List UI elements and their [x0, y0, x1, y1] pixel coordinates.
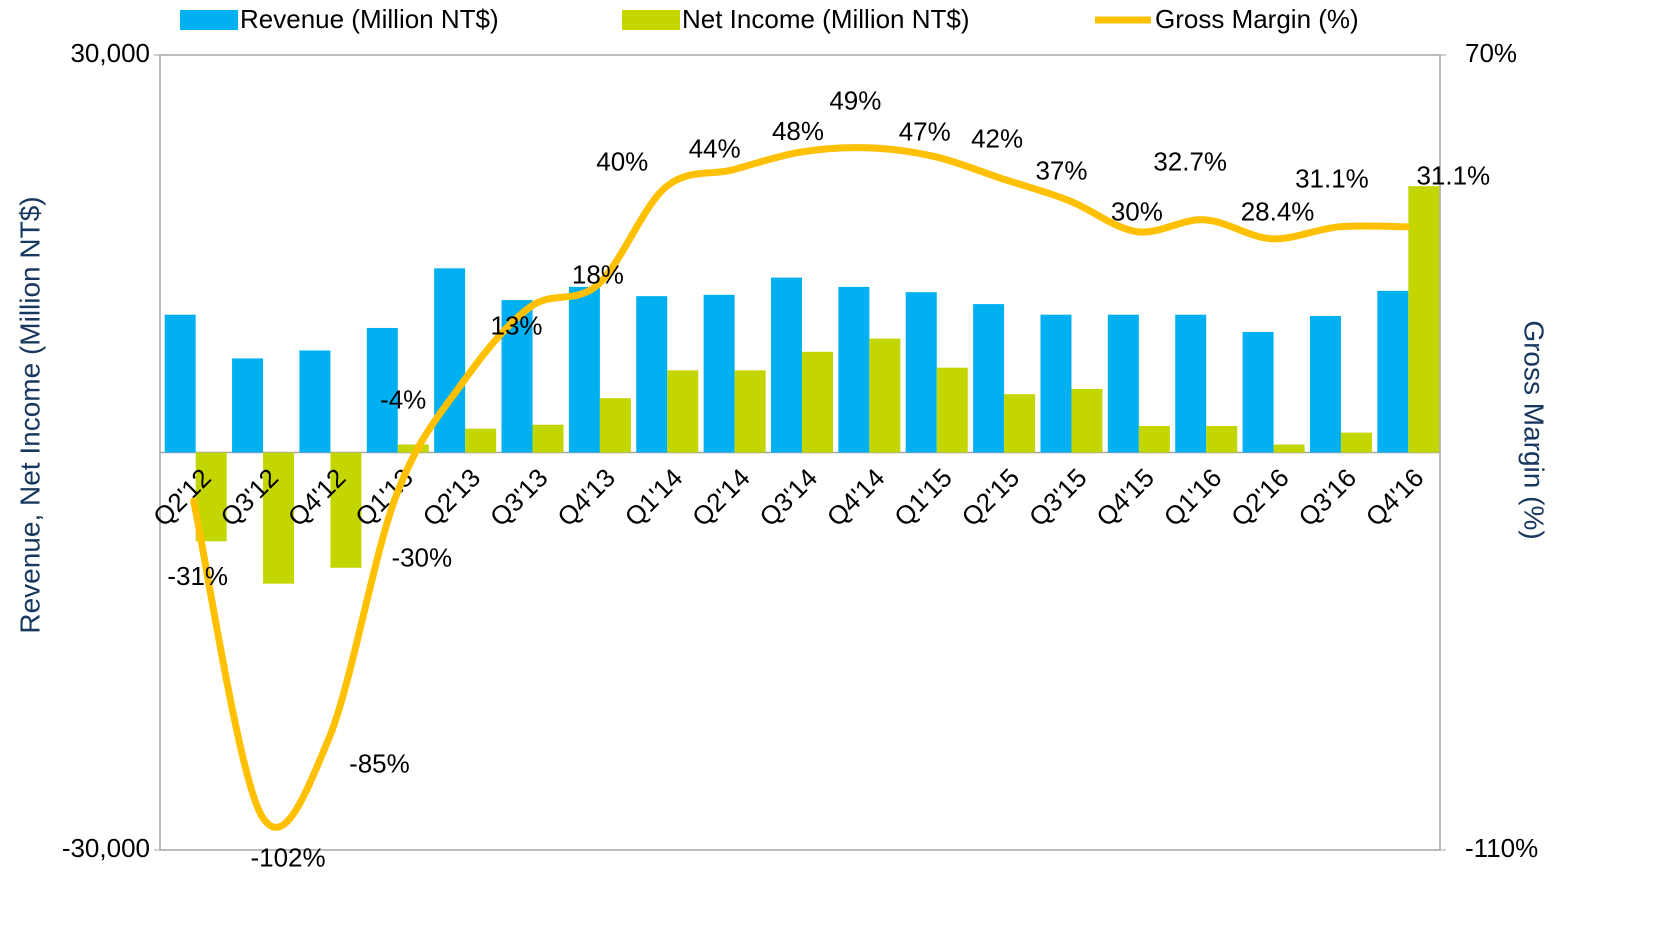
data-label: 47%: [899, 116, 951, 146]
x-tick-label: Q3'15: [1023, 462, 1093, 532]
bar: [936, 367, 968, 453]
x-tick-label: Q2'13: [417, 462, 487, 532]
bar: [1242, 331, 1274, 453]
bar: [1071, 388, 1103, 453]
bar: [1309, 316, 1341, 453]
x-tick-label: Q1'15: [888, 462, 958, 532]
bar: [771, 277, 802, 453]
bar: [667, 370, 699, 453]
bar: [703, 294, 735, 453]
bar: [232, 358, 264, 453]
legend-swatch: [180, 10, 238, 30]
bar: [1340, 432, 1372, 453]
bar: [1377, 290, 1409, 453]
bar: [1206, 426, 1238, 453]
data-label: -4%: [380, 385, 426, 415]
data-label: 31.1%: [1416, 161, 1490, 191]
data-label: -30%: [391, 543, 452, 573]
y-axis-title: Revenue, Net Income (Million NT$): [14, 196, 45, 633]
bar: [636, 296, 668, 453]
data-label: -102%: [250, 843, 325, 873]
y2-tick-label: 70%: [1465, 38, 1517, 68]
line: [190, 144, 1410, 831]
bar: [973, 304, 1005, 453]
data-label: 30%: [1111, 197, 1163, 227]
x-tick-label: Q1'14: [619, 462, 689, 532]
bar: [1004, 394, 1036, 453]
bar: [869, 338, 901, 453]
data-label: 18%: [572, 260, 624, 290]
bar: [1175, 314, 1207, 453]
data-label: 32.7%: [1153, 147, 1227, 177]
y2-tick-label: -110%: [1465, 833, 1538, 863]
bar: [164, 314, 196, 453]
x-tick-label: Q3'13: [484, 462, 554, 532]
bar: [734, 370, 766, 453]
y-tick-label: -30,000: [62, 833, 150, 863]
data-label: 31.1%: [1295, 164, 1369, 194]
legend-swatch: [622, 10, 680, 30]
legend-label: Gross Margin (%): [1155, 4, 1359, 34]
x-tick-label: Q4'15: [1090, 462, 1160, 532]
bar: [1138, 426, 1170, 453]
x-tick-label: Q3'16: [1292, 462, 1362, 532]
data-label: -31%: [167, 561, 228, 591]
bar: [366, 327, 398, 453]
data-label: 28.4%: [1241, 197, 1315, 227]
x-tick-label: Q2'15: [956, 462, 1026, 532]
x-tick-label: Q4'13: [551, 462, 621, 532]
y-tick-label: 30,000: [70, 38, 150, 68]
x-tick-label: Q2'16: [1225, 462, 1295, 532]
bar: [905, 292, 937, 453]
data-label: 49%: [829, 86, 881, 116]
data-label: 37%: [1035, 156, 1087, 186]
bar: [532, 424, 564, 453]
x-tick-label: Q2'14: [686, 462, 756, 532]
y2-axis-title: Gross Margin (%): [1519, 320, 1550, 539]
data-label: 44%: [689, 134, 741, 164]
data-label: -85%: [349, 748, 410, 778]
data-label: 40%: [596, 146, 648, 176]
legend-label: Revenue (Million NT$): [240, 4, 499, 34]
legend-label: Net Income (Million NT$): [682, 4, 970, 34]
bar: [568, 286, 600, 453]
bar: [1040, 314, 1072, 453]
bar: [802, 351, 833, 453]
data-label: 48%: [772, 116, 824, 146]
x-tick-label: Q1'16: [1158, 462, 1228, 532]
bar: [465, 428, 497, 453]
bar: [1107, 314, 1139, 453]
bar: [434, 268, 466, 453]
data-label: 42%: [971, 124, 1023, 154]
bar: [1408, 186, 1440, 453]
data-label: 13%: [491, 311, 543, 341]
bar: [397, 444, 429, 453]
x-tick-label: Q4'16: [1360, 462, 1430, 532]
bar: [599, 398, 631, 453]
bar: [838, 286, 870, 453]
bar: [263, 452, 295, 584]
bar: [1273, 444, 1305, 453]
x-tick-label: Q4'14: [821, 462, 891, 532]
x-tick-label: Q3'14: [753, 462, 823, 532]
bar: [299, 350, 331, 453]
bar: [330, 452, 362, 568]
